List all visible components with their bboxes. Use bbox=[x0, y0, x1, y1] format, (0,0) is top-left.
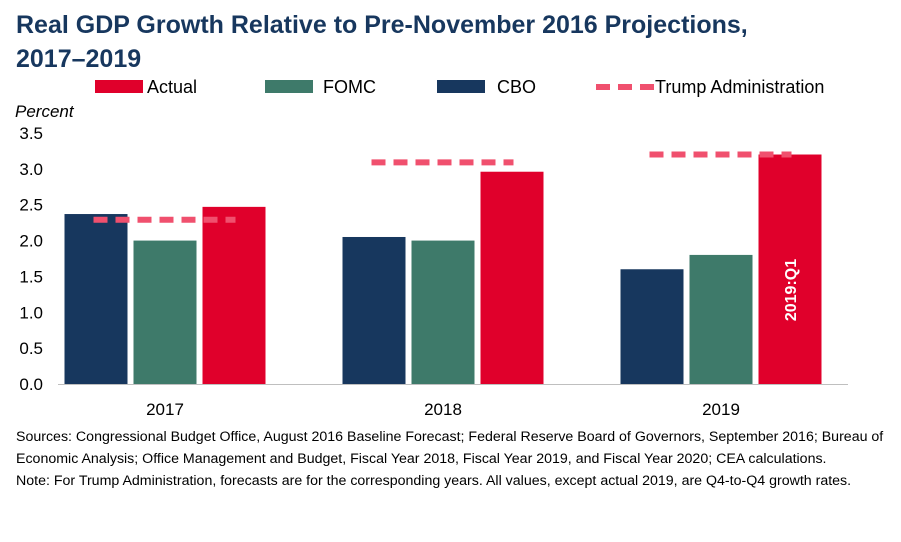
bar-cbo-2019 bbox=[620, 269, 684, 384]
bar-fomc-2018 bbox=[411, 240, 475, 384]
chart-title-line-1: Real GDP Growth Relative to Pre-November… bbox=[16, 11, 748, 39]
legend-item-actual: Actual bbox=[95, 77, 197, 97]
x-tick-label: 2017 bbox=[146, 400, 184, 419]
y-tick-label: 1.5 bbox=[19, 267, 43, 286]
bar-actual-2019 bbox=[758, 154, 822, 384]
y-tick-label: 2.0 bbox=[19, 232, 43, 251]
y-axis-label: Percent bbox=[15, 102, 75, 121]
legend-swatch bbox=[265, 80, 313, 93]
y-tick-label: 3.5 bbox=[19, 124, 43, 143]
bar-actual-2018 bbox=[480, 171, 544, 384]
x-tick-label: 2019 bbox=[702, 400, 740, 419]
bar-fomc-2017 bbox=[133, 240, 197, 384]
y-tick-label: 0.5 bbox=[19, 339, 43, 358]
legend-item-fomc: FOMC bbox=[265, 77, 376, 97]
legend-label: FOMC bbox=[323, 77, 376, 97]
legend-item-cbo: CBO bbox=[437, 77, 536, 97]
bar-cbo-2018 bbox=[342, 236, 406, 384]
legend-label: Trump Administration bbox=[655, 77, 824, 97]
legend-label: CBO bbox=[497, 77, 536, 97]
bar-actual-2017 bbox=[202, 206, 266, 384]
legend-swatch bbox=[437, 80, 485, 93]
bar-annotation: 2019:Q1 bbox=[783, 259, 800, 321]
legend-item-trump-administration: Trump Administration bbox=[596, 77, 824, 97]
y-tick-label: 2.5 bbox=[19, 196, 43, 215]
bar-cbo-2017 bbox=[64, 214, 128, 384]
x-tick-label: 2018 bbox=[424, 400, 462, 419]
legend-swatch bbox=[95, 80, 143, 93]
sources-note: Sources: Congressional Budget Office, Au… bbox=[16, 429, 884, 467]
bar-fomc-2019 bbox=[689, 254, 753, 384]
y-tick-label: 0.0 bbox=[19, 375, 43, 394]
footnote: Note: For Trump Administration, forecast… bbox=[16, 473, 852, 489]
chart-title-line-2: 2017–2019 bbox=[16, 45, 142, 73]
chart-area: Percent 0.0 0.5 1.0 1.5 2.0 2.5 3.0 3.5 2017 2018 2… bbox=[15, 77, 848, 419]
y-tick-label: 3.0 bbox=[19, 160, 43, 179]
chart-notes: Sources: Congressional Budget Office, Au… bbox=[16, 426, 892, 492]
chart-title: Real GDP Growth Relative to Pre-November… bbox=[16, 8, 876, 76]
legend-label: Actual bbox=[147, 77, 197, 97]
y-tick-label: 1.0 bbox=[19, 303, 43, 322]
